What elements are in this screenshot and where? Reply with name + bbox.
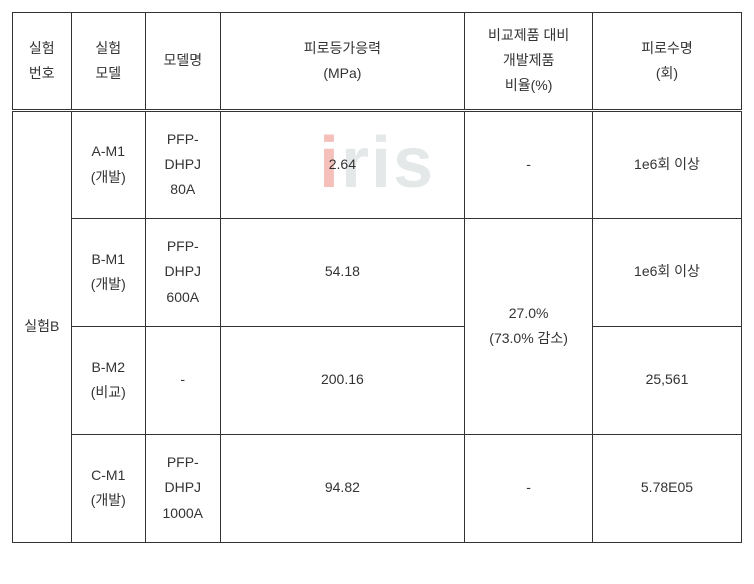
cell-life: 25,561 (592, 326, 741, 434)
table-row: B-M2(비교) - 200.16 25,561 (13, 326, 742, 434)
cell-name: - (146, 326, 220, 434)
header-model: 실험모델 (71, 13, 145, 111)
table-row: B-M1(개발) PFP-DHPJ 600A 54.18 27.0%(73.0%… (13, 218, 742, 326)
cell-model: A-M1(개발) (71, 110, 145, 218)
cell-life: 1e6회 이상 (592, 110, 741, 218)
cell-stress: 2.64 (220, 110, 465, 218)
table-header-row: 실험번호 실험모델 모델명 피로등가응력(MPa) 비교제품 대비개발제품비율(… (13, 13, 742, 111)
table-row: C-M1(개발) PFP-DHPJ 1000A 94.82 - 5.78E05 (13, 434, 742, 542)
header-name: 모델명 (146, 13, 220, 111)
cell-model: C-M1(개발) (71, 434, 145, 542)
cell-life: 5.78E05 (592, 434, 741, 542)
cell-exp-no: 실험B (13, 110, 72, 542)
header-ratio: 비교제품 대비개발제품비율(%) (465, 13, 593, 111)
cell-name: PFP-DHPJ 600A (146, 218, 220, 326)
cell-model: B-M2(비교) (71, 326, 145, 434)
cell-model: B-M1(개발) (71, 218, 145, 326)
cell-stress: 200.16 (220, 326, 465, 434)
fatigue-test-table: 실험번호 실험모델 모델명 피로등가응력(MPa) 비교제품 대비개발제품비율(… (12, 12, 742, 543)
cell-life: 1e6회 이상 (592, 218, 741, 326)
cell-name: PFP-DHPJ 1000A (146, 434, 220, 542)
cell-name: PFP-DHPJ 80A (146, 110, 220, 218)
cell-ratio-merged: 27.0%(73.0% 감소) (465, 218, 593, 434)
header-exp-no: 실험번호 (13, 13, 72, 111)
header-life: 피로수명(회) (592, 13, 741, 111)
cell-stress: 54.18 (220, 218, 465, 326)
cell-ratio: - (465, 434, 593, 542)
cell-ratio: - (465, 110, 593, 218)
header-stress: 피로등가응력(MPa) (220, 13, 465, 111)
table-row: 실험B A-M1(개발) PFP-DHPJ 80A 2.64 - 1e6회 이상 (13, 110, 742, 218)
cell-stress: 94.82 (220, 434, 465, 542)
